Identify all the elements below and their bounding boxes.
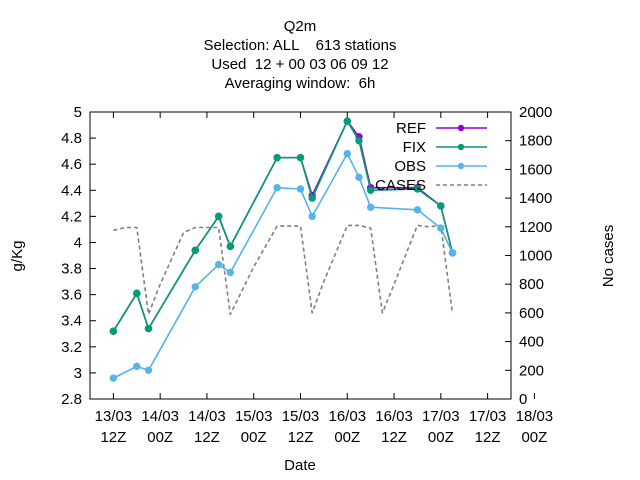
y2-tick-label: 1600 [519,161,552,178]
legend-label-obs: OBS [394,158,426,175]
data-point-obs [214,260,223,269]
x-tick-label-hour: 12Z [475,429,501,446]
legend-marker-ref [457,124,465,132]
x-tick-label-date: 17/03 [422,408,460,425]
data-point-obs [296,185,305,193]
data-point-fix [109,327,118,335]
chart-subtitle-selection: Selection: ALL 613 stations [203,37,397,54]
x-tick-label-hour: 12Z [194,429,220,446]
x-tick-label-hour: 00Z [147,429,173,446]
data-point-obs [437,224,445,232]
y2-tick-label: 2000 [519,104,552,121]
data-point-fix [144,324,153,333]
y-tick-label: 4 [74,234,82,251]
chart-subtitle-used: Used 12 + 00 03 06 09 12 [211,56,389,73]
data-point-fix [366,186,375,194]
y2-tick-label: 200 [519,362,544,379]
data-point-fix [308,194,316,202]
series-line-cases [113,224,454,316]
y2-tick-label: 800 [519,276,544,293]
x-tick-label-date: 14/03 [141,408,179,425]
data-point-obs [343,150,351,158]
y2-tick-label: 400 [519,334,544,351]
x-tick-label-hour: 00Z [241,429,267,446]
data-point-obs [273,183,281,192]
x-tick-label-date: 17/03 [469,408,507,425]
x-tick-label-date: 16/03 [329,408,367,425]
data-point-fix [355,137,363,145]
x-axis-label: Date [284,457,316,474]
data-point-fix [191,246,199,254]
x-tick-label-date: 15/03 [235,408,273,425]
x-tick-label-date: 16/03 [375,408,413,425]
y-tick-label: 3.2 [61,339,82,356]
chart-title: Q2m [283,18,317,35]
data-point-obs [133,362,141,371]
data-point-obs [413,206,422,214]
data-point-obs [191,283,199,291]
data-point-obs [144,366,153,374]
x-tick-label-hour: 00Z [428,429,454,446]
y2-tick-label: 1200 [519,219,552,236]
data-point-obs [109,374,118,382]
data-point-obs [448,249,457,257]
y-axis-label: g/Kg [9,241,26,272]
data-point-fix [273,153,281,162]
data-point-fix [214,212,223,221]
x-tick-label-hour: 12Z [100,429,126,446]
x-tick-label-date: 18/03 [516,408,554,425]
legend-label-fix: FIX [403,139,426,156]
y2-tick-label: 1400 [519,190,552,207]
x-tick-label-hour: 00Z [521,429,547,446]
y2-axis-label: No cases [600,225,617,288]
data-point-obs [366,203,375,211]
y2-tick-label: 1800 [519,133,552,150]
data-point-fix [413,185,422,193]
y2-tick-label: 600 [519,305,544,322]
y-tick-label: 3.8 [61,261,82,278]
data-point-fix [296,153,305,162]
x-tick-label-hour: 12Z [288,429,314,446]
legend-marker-fix [457,143,465,151]
y-tick-label: 3 [74,365,82,382]
legend-label-cases: CASES [375,177,426,194]
y-tick-label: 3.6 [61,287,82,304]
x-tick-label-date: 14/03 [188,408,226,425]
y-tick-label: 3.4 [61,313,82,330]
chart-subtitle-window: Averaging window: 6h [224,75,376,92]
y-tick-label: 5 [74,104,82,121]
y-tick-label: 4.2 [61,208,82,225]
legend-label-ref: REF [396,120,426,137]
y-tick-label: 4.4 [61,182,82,199]
data-point-fix [133,289,141,298]
data-point-obs [226,268,235,277]
x-tick-label-date: 13/03 [95,408,133,425]
y-tick-label: 4.8 [61,130,82,147]
x-tick-label-hour: 00Z [334,429,360,446]
y2-tick-label: 1000 [519,248,552,265]
x-tick-label-hour: 12Z [381,429,407,446]
data-point-obs [355,173,363,181]
data-point-fix [343,117,351,125]
legend-marker-obs [457,162,465,170]
x-tick-label-date: 15/03 [282,408,320,425]
data-point-fix [226,242,235,251]
y-tick-label: 4.6 [61,156,82,173]
data-point-fix [437,202,445,210]
y2-tick-label: 0 [519,391,527,408]
data-point-obs [308,212,316,221]
y-tick-label: 2.8 [61,391,82,408]
